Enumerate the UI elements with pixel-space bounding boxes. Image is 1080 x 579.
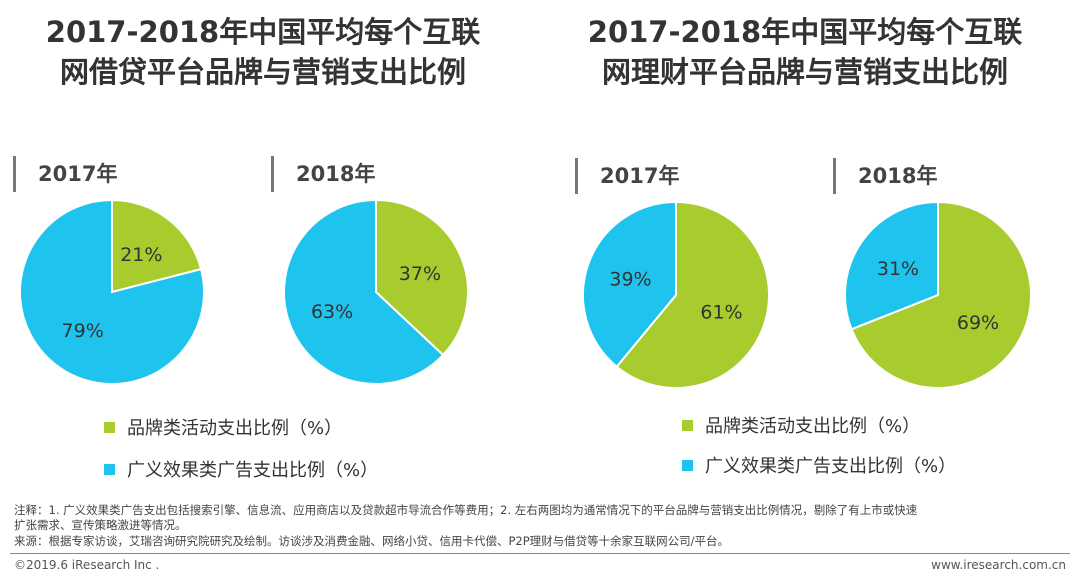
left-title-line1: 2017-2018年中国平均每个互联 xyxy=(45,15,481,49)
pie-slice-brand xyxy=(615,200,770,389)
legend-swatch xyxy=(104,421,115,433)
year-label: 2018年 xyxy=(271,156,375,192)
year-label: 2017年 xyxy=(13,156,117,192)
legend-brand: 品牌类活动支出比例（%） xyxy=(682,412,920,438)
footer-divider xyxy=(10,553,1070,554)
pie-slice-brand xyxy=(111,198,203,294)
pie-slice-ads xyxy=(19,198,205,385)
legend-swatch xyxy=(104,463,115,475)
pie-slice-brand xyxy=(375,198,469,357)
pie-slice-ads xyxy=(844,200,939,331)
year-label: 2017年 xyxy=(575,158,679,194)
pie-slice-brand xyxy=(850,200,1032,389)
year-label: 2018年 xyxy=(833,158,937,194)
notes-line2: 扩张需求、宣传策略激进等情况。 xyxy=(14,518,187,532)
data-label-brand: 37% xyxy=(399,263,441,285)
pie-chart-right-2018: 69% 31% xyxy=(844,200,1032,389)
legend-text: 广义效果类广告支出比例（%） xyxy=(705,456,957,477)
source-note: 来源：根据专家访谈，艾瑞咨询研究院研究及绘制。访谈涉及消费金融、网络小贷、信用卡… xyxy=(14,534,730,548)
legend-brand: 品牌类活动支出比例（%） xyxy=(104,414,342,440)
right-title-line2: 网理财平台品牌与营销支出比例 xyxy=(601,55,1008,89)
left-title-line2: 网借贷平台品牌与营销支出比例 xyxy=(59,55,466,89)
right-title-line1: 2017-2018年中国平均每个互联 xyxy=(587,15,1023,49)
legend-text: 广义效果类广告支出比例（%） xyxy=(127,460,379,481)
right-title: 2017-2018年中国平均每个互联 网理财平台品牌与营销支出比例 xyxy=(545,12,1065,92)
website-link[interactable]: www.iresearch.com.cn xyxy=(931,558,1066,572)
data-label-ads: 63% xyxy=(311,301,353,323)
data-label-ads: 79% xyxy=(62,320,104,342)
pie-chart-left-2018: 37% 63% xyxy=(283,198,469,385)
pie-chart-right-2017: 61% 39% xyxy=(582,200,770,389)
legend-ads: 广义效果类广告支出比例（%） xyxy=(104,456,378,482)
data-label-ads: 31% xyxy=(877,258,919,280)
left-title: 2017-2018年中国平均每个互联 网借贷平台品牌与营销支出比例 xyxy=(3,12,523,92)
data-label-ads: 39% xyxy=(609,269,651,291)
legend-text: 品牌类活动支出比例（%） xyxy=(705,416,921,437)
data-label-brand: 61% xyxy=(700,301,742,323)
copyright: ©2019.6 iResearch Inc . xyxy=(14,558,160,572)
notes-line1: 注释：1. 广义效果类广告支出包括搜索引擎、信息流、应用商店以及贷款超市导流合作… xyxy=(14,503,918,517)
data-label-brand: 21% xyxy=(120,244,162,266)
pie-slice-ads xyxy=(582,200,677,369)
legend-ads: 广义效果类广告支出比例（%） xyxy=(682,452,956,478)
pie-chart-left-2017: 21% 79% xyxy=(19,198,205,385)
legend-swatch xyxy=(682,419,693,431)
data-label-brand: 69% xyxy=(957,312,999,334)
legend-swatch xyxy=(682,459,693,471)
legend-text: 品牌类活动支出比例（%） xyxy=(127,418,343,439)
pie-slice-ads xyxy=(283,198,445,385)
